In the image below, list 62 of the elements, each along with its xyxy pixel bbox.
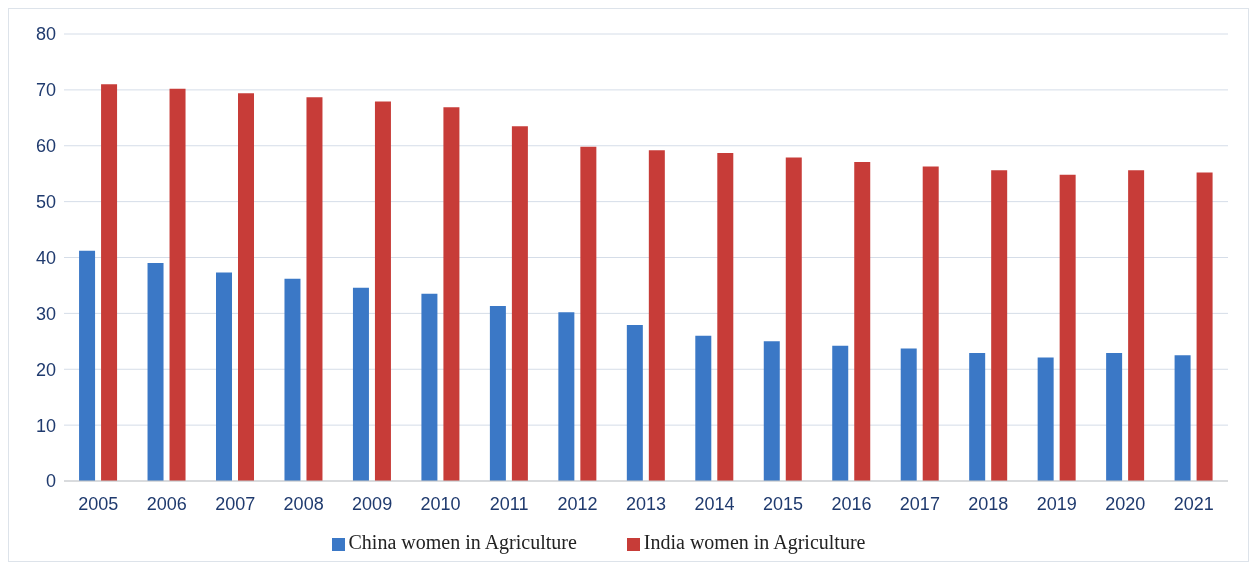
bar xyxy=(238,93,254,481)
x-tick-label: 2015 xyxy=(762,493,803,514)
bar xyxy=(991,170,1008,481)
bar xyxy=(169,88,186,481)
legend-label: China women in Agriculture xyxy=(348,531,577,553)
x-tick-label: 2019 xyxy=(1036,493,1077,514)
bar xyxy=(832,345,849,481)
bar xyxy=(580,146,597,481)
bar xyxy=(1059,174,1076,481)
bar xyxy=(216,272,232,481)
y-tick-label: 80 xyxy=(35,24,56,45)
x-tick-label: 2010 xyxy=(420,493,461,514)
bar xyxy=(763,341,780,481)
bar xyxy=(1196,172,1213,481)
bar xyxy=(785,157,802,481)
x-tick-label: 2008 xyxy=(283,493,324,514)
bar xyxy=(900,348,917,481)
x-tick-label: 2012 xyxy=(557,493,598,514)
bar xyxy=(421,293,438,481)
x-tick-label: 2013 xyxy=(625,493,667,514)
x-tick-label: 2016 xyxy=(831,493,872,514)
y-tick-label: 10 xyxy=(35,415,56,436)
bar xyxy=(352,287,369,481)
bar xyxy=(147,263,164,481)
x-tick-label: 2011 xyxy=(489,493,529,514)
bar xyxy=(1037,357,1054,481)
y-tick-label: 40 xyxy=(35,247,56,268)
bar xyxy=(854,161,871,481)
bar xyxy=(648,150,665,481)
x-tick-label: 2006 xyxy=(146,493,187,514)
bar xyxy=(1174,355,1191,481)
y-tick-label: 0 xyxy=(45,471,56,492)
x-tick-label: 2018 xyxy=(968,493,1009,514)
bar xyxy=(969,353,986,481)
bar xyxy=(1128,170,1145,481)
y-tick-label: 30 xyxy=(35,303,56,324)
x-tick-label: 2017 xyxy=(899,493,940,514)
y-tick-label: 50 xyxy=(35,192,56,213)
bar xyxy=(284,278,301,481)
bar xyxy=(626,325,643,481)
legend-label: India women in Agriculture xyxy=(643,531,866,553)
bar xyxy=(374,101,391,481)
bar xyxy=(511,126,528,481)
bar xyxy=(101,84,118,481)
bar xyxy=(1106,353,1123,481)
x-tick-label: 2009 xyxy=(352,493,393,514)
x-tick-label: 2005 xyxy=(78,493,119,514)
x-tick-label: 2014 xyxy=(694,493,735,514)
y-tick-label: 60 xyxy=(35,136,56,157)
bar xyxy=(79,250,96,481)
bar xyxy=(306,97,323,481)
bar xyxy=(558,312,575,481)
x-tick-label: 2020 xyxy=(1105,493,1146,514)
bar xyxy=(717,153,734,481)
x-tick-label: 2007 xyxy=(215,493,256,514)
x-tick-label: 2021 xyxy=(1173,493,1214,514)
bar xyxy=(443,107,460,481)
bar xyxy=(489,306,506,481)
bar xyxy=(695,335,712,481)
bar xyxy=(922,166,939,481)
y-tick-label: 70 xyxy=(35,80,56,101)
y-tick-label: 20 xyxy=(35,359,56,380)
